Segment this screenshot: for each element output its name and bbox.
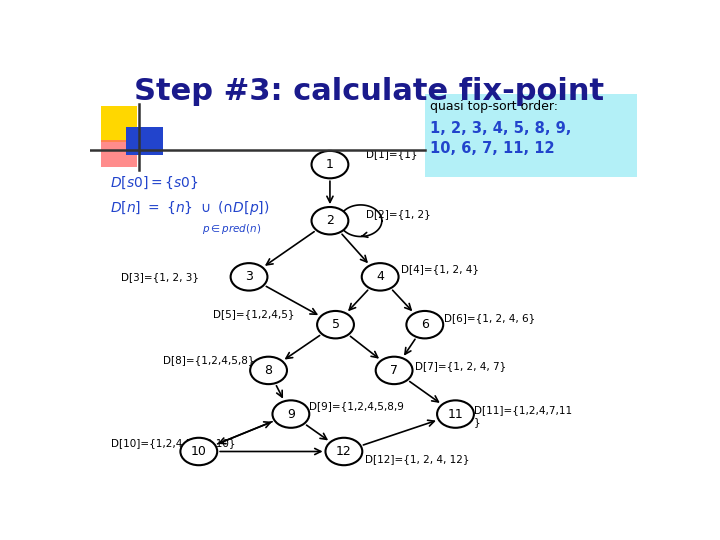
Circle shape (406, 311, 444, 339)
Text: D[7]={1, 2, 4, 7}: D[7]={1, 2, 4, 7} (415, 361, 506, 372)
Circle shape (250, 357, 287, 384)
Circle shape (312, 151, 348, 178)
FancyBboxPatch shape (101, 106, 138, 141)
Text: D[11]={1,2,4,7,11
}: D[11]={1,2,4,7,11 } (474, 406, 572, 427)
Text: Step #3: calculate fix-point: Step #3: calculate fix-point (134, 77, 604, 106)
Circle shape (317, 311, 354, 339)
Text: D[1]={1}: D[1]={1} (366, 149, 418, 159)
Text: 7: 7 (390, 364, 398, 377)
FancyBboxPatch shape (101, 140, 138, 167)
Circle shape (361, 263, 399, 291)
Text: 9: 9 (287, 408, 294, 421)
Text: $p \in pred(n)$: $p \in pred(n)$ (202, 222, 261, 236)
Text: D[5]={1,2,4,5}: D[5]={1,2,4,5} (213, 309, 294, 319)
Circle shape (272, 400, 310, 428)
Text: quasi top-sort order:: quasi top-sort order: (431, 100, 559, 113)
Text: 3: 3 (245, 271, 253, 284)
Circle shape (181, 438, 217, 465)
Text: 6: 6 (421, 318, 428, 331)
Text: D[8]={1,2,4,5,8}: D[8]={1,2,4,5,8} (163, 355, 254, 365)
Circle shape (312, 207, 348, 234)
Text: $D[n]\ =\ \{n\}\ \cup\ (\cap D[p])$: $D[n]\ =\ \{n\}\ \cup\ (\cap D[p])$ (109, 199, 269, 217)
Text: 4: 4 (377, 271, 384, 284)
Text: 1, 2, 3, 4, 5, 8, 9,
10, 6, 7, 11, 12: 1, 2, 3, 4, 5, 8, 9, 10, 6, 7, 11, 12 (431, 121, 572, 156)
Text: 5: 5 (331, 318, 340, 331)
Circle shape (376, 357, 413, 384)
FancyBboxPatch shape (126, 127, 163, 156)
Text: 8: 8 (264, 364, 273, 377)
Text: D[9]={1,2,4,5,8,9: D[9]={1,2,4,5,8,9 (309, 402, 404, 411)
Text: 11: 11 (448, 408, 464, 421)
Text: D[10]={1,2,4,5,8,9,10}: D[10]={1,2,4,5,8,9,10} (111, 438, 235, 448)
Text: $D[s0] = \{s0\}$: $D[s0] = \{s0\}$ (109, 175, 198, 192)
Text: D[12]={1, 2, 4, 12}: D[12]={1, 2, 4, 12} (364, 454, 469, 464)
Text: D[3]={1, 2, 3}: D[3]={1, 2, 3} (121, 272, 199, 282)
Text: 10: 10 (191, 445, 207, 458)
Text: 2: 2 (326, 214, 334, 227)
Circle shape (230, 263, 267, 291)
Text: 1: 1 (326, 158, 334, 171)
Circle shape (437, 400, 474, 428)
Text: D[6]={1, 2, 4, 6}: D[6]={1, 2, 4, 6} (444, 313, 536, 323)
FancyBboxPatch shape (425, 94, 637, 177)
Circle shape (325, 438, 362, 465)
Text: D[4]={1, 2, 4}: D[4]={1, 2, 4} (401, 265, 480, 274)
Text: 12: 12 (336, 445, 352, 458)
Text: D[2]={1, 2}: D[2]={1, 2} (366, 210, 431, 219)
